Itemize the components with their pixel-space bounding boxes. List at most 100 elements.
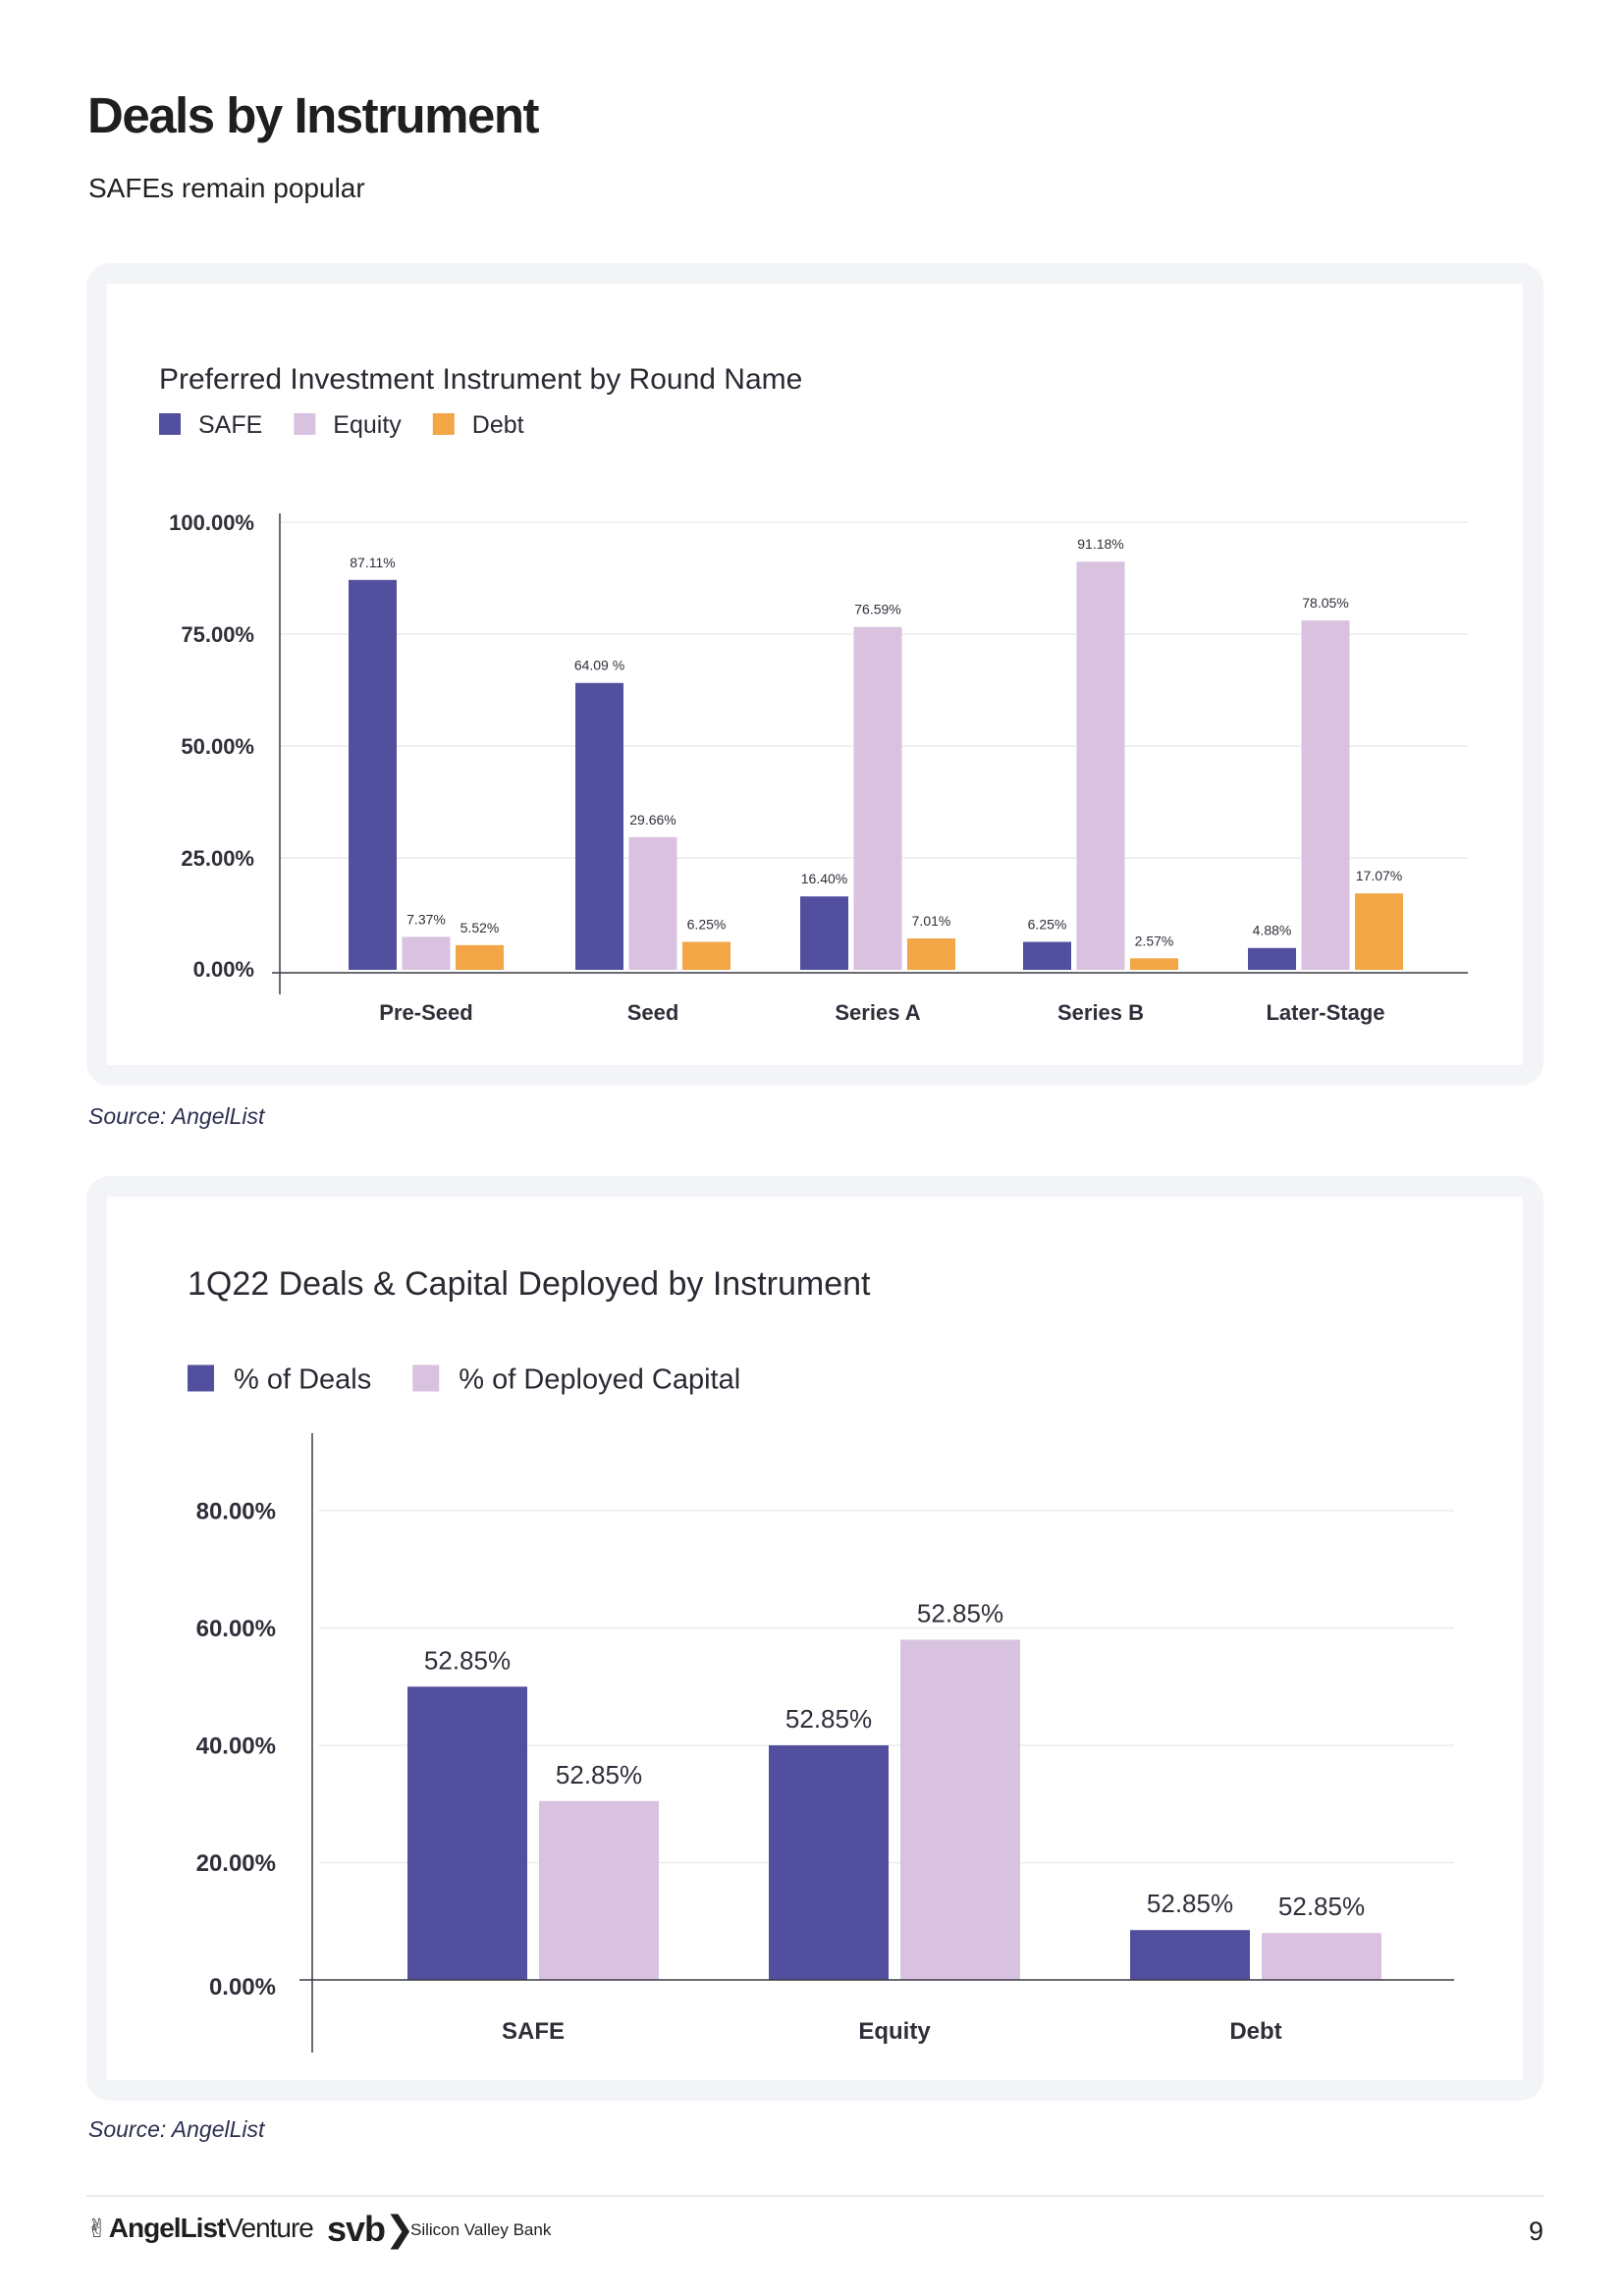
data-label-3-0: 6.25%	[1028, 917, 1067, 933]
chart-card-round-name-inner: Preferred Investment Instrument by Round…	[107, 284, 1523, 1065]
data-label-0-1: 7.37%	[406, 911, 446, 927]
legend-label-1: % of Deployed Capital	[459, 1363, 740, 1395]
data-label-4-2: 17.07%	[1356, 868, 1402, 883]
data-label-0-0: 52.85%	[424, 1645, 511, 1675]
data-label-2-2: 7.01%	[912, 913, 951, 929]
legend-label-0: % of Deals	[234, 1363, 371, 1395]
bar-1-1	[628, 836, 677, 970]
chart-round-name: Preferred Investment Instrument by Round…	[159, 363, 1468, 1025]
x-tick-label-3: Series B	[1057, 1000, 1144, 1025]
bar-3-0	[1023, 941, 1071, 970]
page-subtitle: SAFEs remain popular	[88, 173, 365, 203]
chart-title: 1Q22 Deals & Capital Deployed by Instrum…	[188, 1265, 871, 1303]
data-label-1-0: 64.09 %	[574, 658, 624, 673]
y-tick-label-0: 0.00%	[193, 957, 254, 982]
legend-swatch-0	[159, 413, 181, 435]
y-tick-label-1: 20.00%	[196, 1850, 276, 1877]
bar-2-2	[907, 938, 955, 970]
bar-3-2	[1130, 958, 1178, 970]
legend-label-1: Equity	[333, 411, 402, 439]
chart-legend: SAFE Equity Debt	[159, 411, 524, 439]
bar-1-0	[769, 1745, 889, 1980]
bar-0-0	[407, 1686, 527, 1980]
chart-data-labels: 52.85% 52.85% 52.85% 52.85% 52.85% 52.85%	[424, 1598, 1365, 1921]
bar-1-2	[682, 941, 730, 970]
data-label-0-0: 87.11%	[350, 555, 395, 570]
x-tick-label-2: Series A	[835, 1000, 920, 1025]
legend-swatch-2	[432, 413, 455, 435]
svb-logo: svb❯	[327, 2209, 414, 2250]
data-label-1-2: 6.25%	[687, 917, 727, 933]
page-title: Deals by Instrument	[87, 87, 539, 143]
x-tick-label-1: Equity	[858, 2018, 931, 2045]
y-tick-label-4: 80.00%	[196, 1499, 276, 1525]
page-number: 9	[1528, 2216, 1543, 2246]
data-label-3-2: 2.57%	[1135, 933, 1174, 948]
bar-2-1	[1262, 1933, 1381, 1980]
data-label-2-1: 52.85%	[1278, 1892, 1365, 1921]
chart-bars	[407, 1639, 1381, 1980]
bar-2-0	[800, 896, 848, 970]
bar-0-1	[402, 936, 451, 970]
bar-4-2	[1355, 893, 1403, 970]
page-footer: ✌AngelListVenture svb❯ Silicon Valley Ba…	[86, 2209, 1543, 2252]
y-tick-label-2: 40.00%	[196, 1734, 276, 1760]
data-label-0-1: 52.85%	[556, 1760, 642, 1789]
y-tick-label-3: 75.00%	[181, 622, 254, 647]
chart-bars	[349, 561, 1403, 970]
chart-deals-capital: 1Q22 Deals & Capital Deployed by Instrum…	[188, 1265, 1454, 2053]
y-tick-label-0: 0.00%	[209, 1974, 276, 2001]
bar-2-0	[1130, 1930, 1250, 1980]
data-label-4-0: 4.88%	[1253, 923, 1292, 938]
data-label-1-1: 29.66%	[629, 812, 676, 828]
legend-swatch-1	[294, 413, 316, 435]
chevron-right-icon: ❯	[385, 2209, 414, 2249]
x-axis-ticks: SAFE Equity Debt	[502, 2018, 1282, 2045]
chart-legend: % of Deals % of Deployed Capital	[188, 1363, 740, 1395]
bar-2-1	[853, 626, 902, 970]
chart-card-round-name: Preferred Investment Instrument by Round…	[86, 263, 1543, 1086]
chart-title: Preferred Investment Instrument by Round…	[159, 363, 802, 396]
data-label-2-0: 52.85%	[1147, 1889, 1233, 1918]
bar-0-2	[456, 944, 504, 970]
angellist-logo-text: AngelList	[108, 2213, 227, 2243]
bar-1-0	[575, 682, 623, 970]
y-tick-label-4: 100.00%	[169, 510, 254, 535]
victory-hand-icon: ✌	[86, 2214, 108, 2243]
data-label-4-1: 78.05%	[1302, 595, 1348, 611]
bar-4-1	[1301, 620, 1350, 970]
angellist-logo: ✌AngelListVenture	[86, 2213, 314, 2244]
data-label-3-1: 91.18%	[1077, 536, 1123, 552]
source-note-1: Source: AngelList	[88, 1103, 265, 1129]
bar-0-0	[349, 579, 397, 970]
chart-card-deals-capital-inner: 1Q22 Deals & Capital Deployed by Instrum…	[107, 1197, 1523, 2080]
data-label-0-2: 5.52%	[460, 920, 500, 935]
x-tick-label-1: Seed	[627, 1000, 679, 1025]
bar-3-1	[1076, 561, 1125, 970]
x-tick-label-0: Pre-Seed	[379, 1000, 472, 1025]
data-label-1-1: 52.85%	[917, 1598, 1003, 1628]
bar-1-1	[900, 1639, 1020, 1980]
y-tick-label-2: 50.00%	[181, 734, 254, 759]
data-label-1-0: 52.85%	[785, 1704, 872, 1734]
svb-logo-text: svb	[327, 2209, 386, 2249]
source-note-2: Source: AngelList	[88, 2116, 265, 2142]
y-axis-ticks: 0.00% 25.00% 50.00% 75.00% 100.00%	[169, 510, 254, 982]
bar-0-1	[539, 1800, 659, 1980]
x-tick-label-0: SAFE	[502, 2018, 565, 2045]
footer-divider	[86, 2195, 1543, 2197]
y-tick-label-3: 60.00%	[196, 1616, 276, 1642]
y-tick-label-1: 25.00%	[181, 846, 254, 871]
data-label-2-1: 76.59%	[854, 602, 900, 617]
svb-name: Silicon Valley Bank	[410, 2220, 552, 2239]
chart-data-labels: 87.11% 7.37% 5.52% 64.09 % 29.66% 6.25% 16.40%…	[350, 536, 1402, 948]
legend-swatch-0	[188, 1364, 214, 1392]
legend-label-2: Debt	[472, 411, 524, 439]
chart-card-deals-capital: 1Q22 Deals & Capital Deployed by Instrum…	[86, 1176, 1543, 2101]
data-label-2-0: 16.40%	[801, 871, 847, 886]
x-tick-label-2: Debt	[1229, 2018, 1281, 2045]
legend-label-0: SAFE	[198, 411, 262, 439]
angellist-logo-sub: Venture	[225, 2213, 314, 2243]
legend-swatch-1	[412, 1364, 440, 1392]
bar-4-0	[1248, 947, 1296, 970]
